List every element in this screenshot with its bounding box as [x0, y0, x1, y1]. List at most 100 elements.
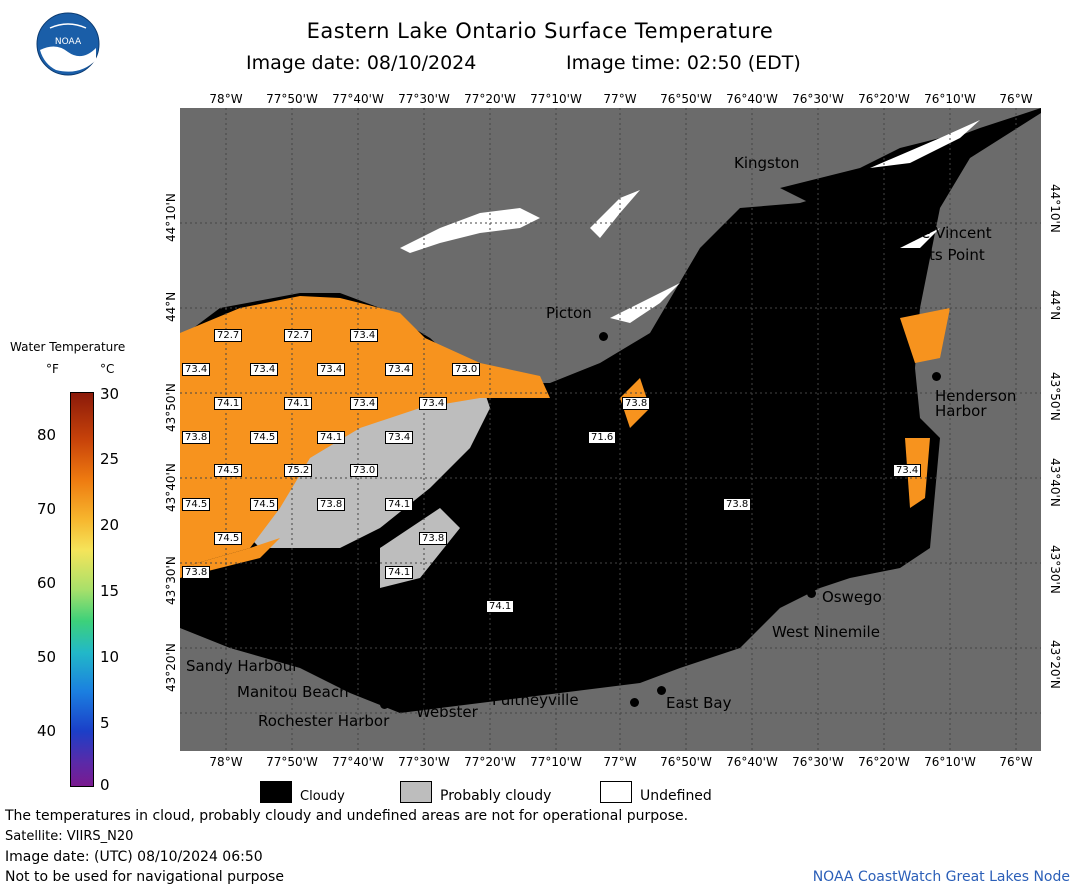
lat-label-right: 43°20'N	[1048, 640, 1062, 689]
key-probably-cloudy-label: Probably cloudy	[440, 788, 552, 804]
place-tibbetts-point: Tibbetts Point	[882, 246, 985, 264]
noaa-logo: NOAA	[36, 12, 100, 76]
lat-label-left: 44°N	[164, 291, 178, 322]
temp-label: 73.8	[419, 532, 448, 545]
lon-label-bottom: 77°40'W	[332, 755, 384, 769]
lon-label-bottom: 77°30'W	[398, 755, 450, 769]
temp-label: 73.8	[622, 397, 651, 410]
lat-label-left: 43°40'N	[164, 463, 178, 512]
legend-unit-f: °F	[46, 362, 59, 376]
temp-label: 73.0	[350, 464, 379, 477]
temp-label: 74.5	[182, 498, 211, 511]
lon-label-top: 77°20'W	[464, 92, 516, 106]
lon-label-top: 76°20'W	[858, 92, 910, 106]
temp-label: 74.1	[317, 431, 346, 444]
city-dot	[932, 372, 941, 381]
lat-label-right: 44°N	[1048, 290, 1062, 321]
image-time: Image time: 02:50 (EDT)	[566, 52, 801, 74]
temp-label: 73.8	[182, 431, 211, 444]
legend-title: Water Temperature	[10, 340, 126, 354]
image-date: Image date: 08/10/2024	[246, 52, 477, 74]
lon-label-bottom: 76°W	[999, 755, 1033, 769]
c-tick: 30	[100, 385, 120, 403]
lon-label-top: 77°40'W	[332, 92, 384, 106]
svg-text:NOAA: NOAA	[55, 37, 82, 47]
temp-label: 73.4	[182, 363, 211, 376]
footer-satellite: Satellite: VIIRS_N20	[5, 829, 134, 844]
temp-label: 74.1	[284, 397, 313, 410]
f-tick: 40	[37, 722, 57, 740]
city-dot	[380, 700, 389, 709]
temp-label: 74.5	[250, 498, 279, 511]
lon-label-bottom: 77°10'W	[530, 755, 582, 769]
temp-label: 74.1	[214, 397, 243, 410]
temp-label: 74.1	[486, 600, 515, 613]
place-harbor: Harbor	[935, 402, 987, 420]
temp-label: 74.5	[214, 532, 243, 545]
place-oswego: Oswego	[822, 588, 882, 606]
lat-label-left: 43°30'N	[164, 556, 178, 605]
city-dot	[540, 684, 549, 693]
footer-nav: Not to be used for navigational purpose	[5, 869, 284, 885]
c-tick: 0	[100, 776, 110, 794]
footer-utc-date: Image date: (UTC) 08/10/2024 06:50	[5, 849, 263, 865]
city-dot	[599, 332, 608, 341]
city-dot	[265, 650, 274, 659]
lat-label-right: 43°50'N	[1048, 372, 1062, 421]
temp-label: 75.2	[284, 464, 313, 477]
lon-label-bottom: 76°50'W	[660, 755, 712, 769]
f-tick: 50	[37, 648, 57, 666]
lon-label-top: 77°10'W	[530, 92, 582, 106]
lon-label-bottom: 77°50'W	[266, 755, 318, 769]
place-west-ninemile: West Ninemile	[772, 623, 880, 641]
place-rochester-harbor: Rochester Harbor	[258, 712, 390, 730]
key-undefined-swatch	[600, 781, 632, 803]
lon-label-top: 76°W	[999, 92, 1033, 106]
temp-label: 73.4	[419, 397, 448, 410]
c-tick: 5	[100, 714, 110, 732]
footer-disclaimer: The temperatures in cloud, probably clou…	[5, 808, 689, 824]
place-manitou-beach: Manitou Beach	[237, 683, 349, 701]
page-title: Eastern Lake Ontario Surface Temperature	[306, 19, 774, 43]
temp-label: 74.1	[385, 566, 414, 579]
temp-label: 74.5	[250, 431, 279, 444]
c-tick: 20	[100, 516, 120, 534]
lon-label-top: 77°30'W	[398, 92, 450, 106]
lon-label-bottom: 76°20'W	[858, 755, 910, 769]
temp-label: 73.4	[385, 431, 414, 444]
key-cloudy-label: Cloudy	[300, 789, 345, 804]
temp-label: 71.6	[588, 431, 617, 444]
temp-label: 72.7	[284, 329, 313, 342]
place-webster: Webster	[416, 703, 478, 721]
temp-label: 73.4	[350, 397, 379, 410]
city-dot	[807, 589, 816, 598]
color-scale-bar	[70, 392, 94, 787]
temp-label: 73.4	[317, 363, 346, 376]
place-picton: Picton	[546, 304, 592, 322]
legend-unit-c: °C	[100, 362, 115, 376]
lon-label-top: 76°30'W	[792, 92, 844, 106]
lat-label-right: 43°30'N	[1048, 545, 1062, 594]
place-east-bay: East Bay	[666, 694, 732, 712]
lat-label-right: 44°10'N	[1048, 184, 1062, 233]
c-tick: 25	[100, 450, 120, 468]
lon-label-bottom: 78°W	[209, 755, 243, 769]
lon-label-top: 77°50'W	[266, 92, 318, 106]
place-pultneyville: Pultneyville	[492, 691, 579, 709]
lat-label-left: 44°10'N	[164, 193, 178, 242]
temp-label: 73.4	[350, 329, 379, 342]
place-sandy-harbour: Sandy Harbour	[186, 657, 299, 675]
temperature-map: Kingston Cape Vincent Tibbetts Point Pic…	[180, 108, 1041, 751]
temp-label: 73.4	[893, 464, 922, 477]
c-tick: 15	[100, 582, 120, 600]
city-dot	[877, 225, 886, 234]
map-graphic	[180, 108, 1041, 751]
f-tick: 60	[37, 574, 57, 592]
temp-label: 73.8	[317, 498, 346, 511]
key-probably-cloudy-swatch	[400, 781, 432, 803]
temp-label: 73.0	[452, 363, 481, 376]
place-cape-vincent: Cape Vincent	[892, 224, 992, 242]
f-tick: 80	[37, 426, 57, 444]
lon-label-bottom: 76°10'W	[924, 755, 976, 769]
city-dot	[657, 686, 666, 695]
